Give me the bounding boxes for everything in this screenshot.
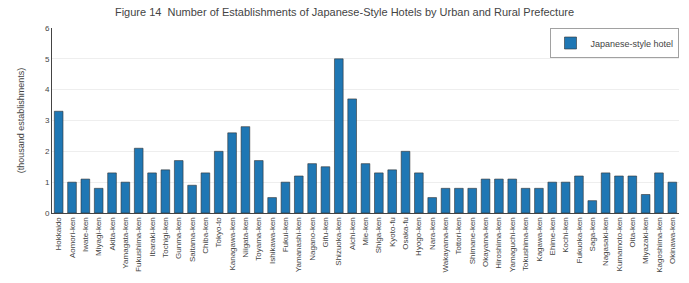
svg-text:Kochi-ken: Kochi-ken — [561, 217, 570, 253]
svg-text:Mie-ken: Mie-ken — [361, 217, 370, 245]
svg-text:Ehime-ken: Ehime-ken — [548, 217, 557, 255]
svg-text:Kanagawa-ken: Kanagawa-ken — [228, 217, 237, 270]
svg-text:Figure 14 Number of Establish: Figure 14 Number of Establishments of Ja… — [115, 6, 574, 18]
svg-text:Tokushima-ken: Tokushima-ken — [521, 217, 530, 271]
svg-text:Yamanashi-ken: Yamanashi-ken — [294, 217, 303, 272]
svg-text:Japanese-style hotel: Japanese-style hotel — [591, 39, 674, 49]
svg-text:Kumamoto-ken: Kumamoto-ken — [615, 217, 624, 271]
svg-text:Fukushima-ken: Fukushima-ken — [134, 217, 143, 272]
svg-text:Akita-ken: Akita-ken — [108, 217, 117, 250]
svg-text:Aichi-ken: Aichi-ken — [348, 217, 357, 250]
svg-text:Kagawa-ken: Kagawa-ken — [535, 217, 544, 261]
svg-text:Miyagi-ken: Miyagi-ken — [94, 217, 103, 256]
svg-text:Toyama-ken: Toyama-ken — [254, 217, 263, 261]
svg-text:(thousand establishments): (thousand establishments) — [16, 68, 26, 174]
svg-text:Yamagata-ken: Yamagata-ken — [121, 217, 130, 268]
svg-text:Tottori-ken: Tottori-ken — [454, 217, 463, 254]
svg-text:Tochigi-ken: Tochigi-ken — [161, 217, 170, 257]
svg-text:Nagasaki-ken: Nagasaki-ken — [601, 217, 610, 266]
svg-text:Yamaguchi-ken: Yamaguchi-ken — [508, 217, 517, 272]
svg-text:Niigata-ken: Niigata-ken — [241, 217, 250, 257]
svg-text:0: 0 — [45, 209, 50, 218]
svg-text:Gifu-ken: Gifu-ken — [321, 217, 330, 247]
svg-text:Hokkaido: Hokkaido — [54, 217, 63, 251]
svg-text:5: 5 — [45, 55, 50, 64]
svg-text:Osaka-fu: Osaka-fu — [401, 217, 410, 249]
svg-text:Hyogo-ken: Hyogo-ken — [414, 217, 423, 256]
svg-text:Nagano-ken: Nagano-ken — [308, 217, 317, 261]
svg-text:Shizuoka-ken: Shizuoka-ken — [334, 217, 343, 265]
svg-text:1: 1 — [45, 178, 50, 187]
svg-text:Shiga-ken: Shiga-ken — [374, 217, 383, 253]
svg-text:Gunma-ken: Gunma-ken — [174, 217, 183, 259]
svg-text:Okinawa-ken: Okinawa-ken — [668, 217, 677, 264]
svg-text:Oita-ken: Oita-ken — [628, 217, 637, 247]
svg-text:2: 2 — [45, 147, 50, 156]
svg-text:4: 4 — [45, 85, 50, 94]
svg-text:Hiroshima-ken: Hiroshima-ken — [495, 217, 504, 269]
svg-text:Saga-ken: Saga-ken — [588, 217, 597, 251]
svg-text:Fukuoka-ken: Fukuoka-ken — [575, 217, 584, 263]
svg-text:Saitama-ken: Saitama-ken — [188, 217, 197, 262]
svg-text:Miyazaki-ken: Miyazaki-ken — [641, 217, 650, 264]
svg-text:Fukui-ken: Fukui-ken — [281, 217, 290, 252]
svg-text:Shimane-ken: Shimane-ken — [468, 217, 477, 264]
svg-text:Wakayama-ken: Wakayama-ken — [441, 217, 450, 272]
svg-text:3: 3 — [45, 116, 50, 125]
svg-text:6: 6 — [45, 24, 50, 33]
svg-text:Tokyo-to: Tokyo-to — [214, 217, 223, 248]
svg-text:Ishikawa-ken: Ishikawa-ken — [268, 217, 277, 264]
svg-text:Nara-ken: Nara-ken — [428, 217, 437, 250]
svg-text:Iwate-ken: Iwate-ken — [81, 217, 90, 252]
svg-text:Kagoshima-ken: Kagoshima-ken — [655, 217, 664, 273]
svg-text:Aomori-ken: Aomori-ken — [68, 217, 77, 258]
svg-text:Okayama-ken: Okayama-ken — [481, 217, 490, 267]
svg-text:Ibaraki-ken: Ibaraki-ken — [148, 217, 157, 257]
svg-text:Kyoto-fu: Kyoto-fu — [388, 217, 397, 247]
svg-text:Chiba-ken: Chiba-ken — [201, 217, 210, 253]
